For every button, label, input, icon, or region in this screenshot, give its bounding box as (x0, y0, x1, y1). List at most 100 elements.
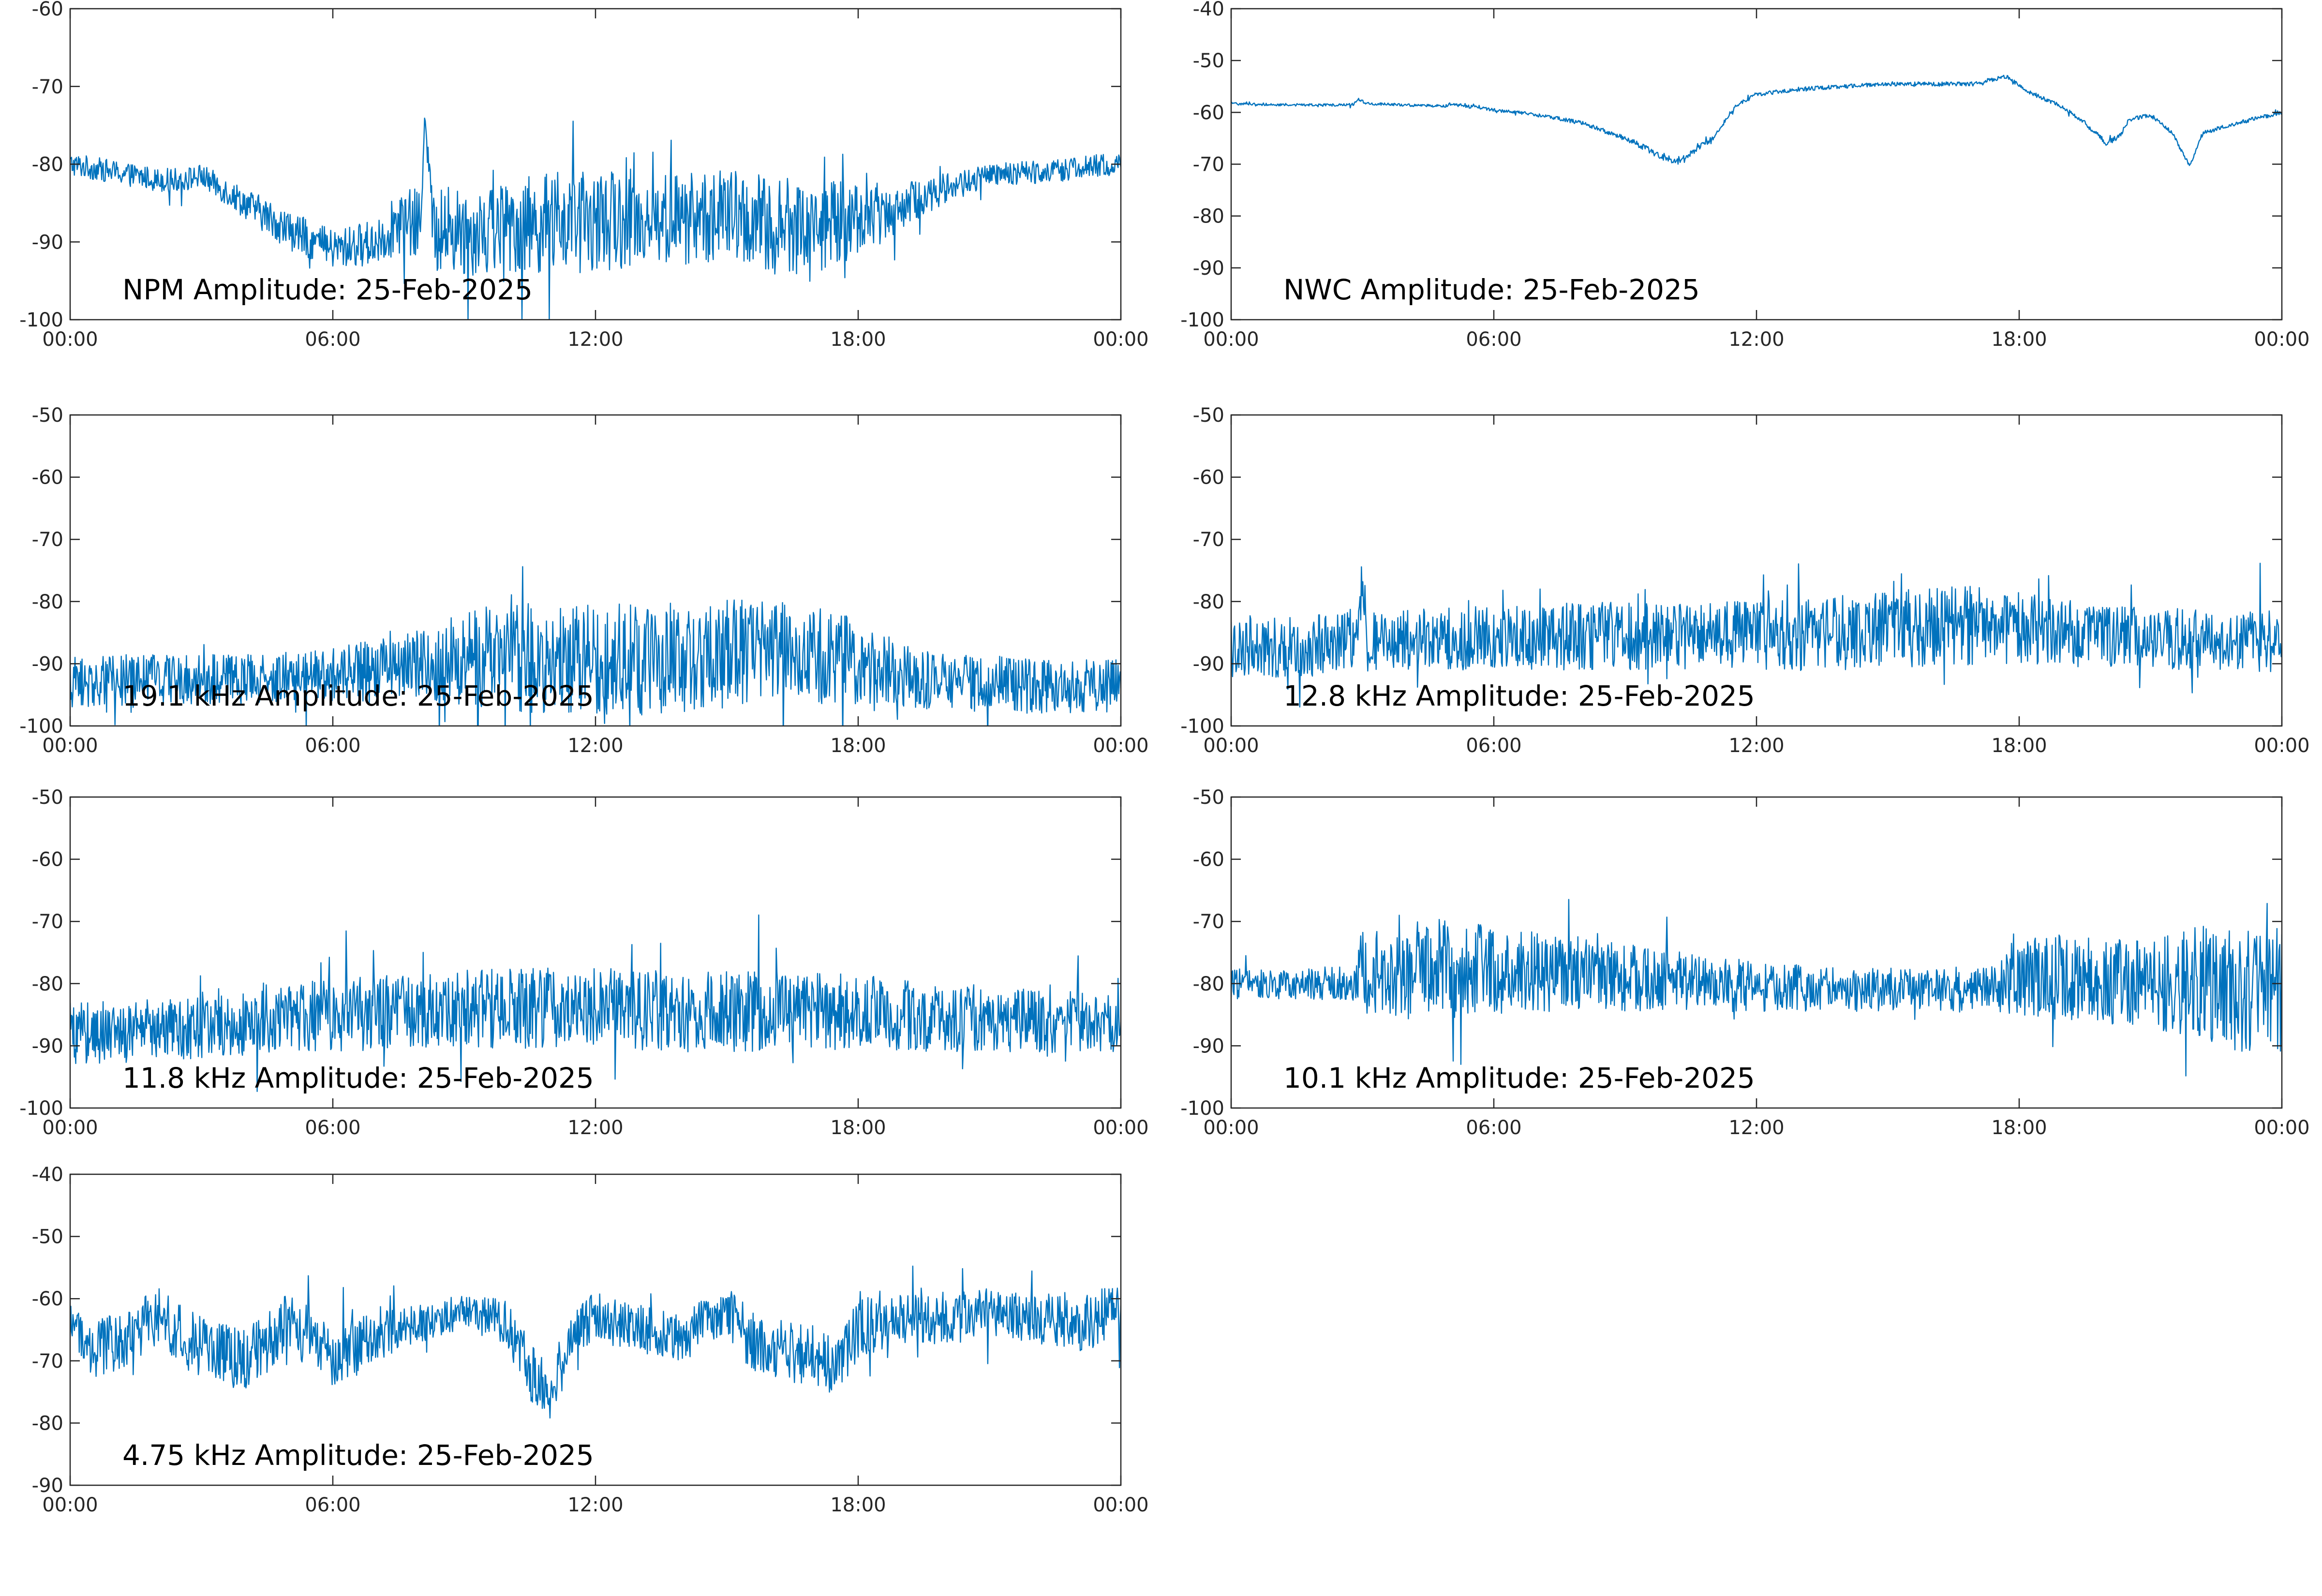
y-tick-label: -60 (1193, 102, 1224, 124)
x-tick-label: 00:00 (1093, 1494, 1148, 1516)
x-tick-label: 12:00 (567, 735, 623, 757)
chart-svg: 00:00 06:00 12:00 18:00 00:00 -50 -60 -70 -80 -90… (19, 404, 1148, 757)
y-tick-label: -80 (32, 973, 63, 995)
y-tick-label: -100 (1180, 715, 1224, 738)
y-tick-label: -60 (1193, 467, 1224, 489)
x-tick-label: 12:00 (567, 328, 623, 351)
x-tick-label: 00:00 (1093, 735, 1148, 757)
y-tick-label: -50 (1193, 50, 1224, 72)
y-tick-label: -40 (32, 1164, 63, 1186)
panel-title-4-75-khz-amplitude-25-feb-2025: 4.75 kHz Amplitude: 25-Feb-2025 (122, 1439, 594, 1472)
11-8-khz-amplitude-panel: 00:00 06:00 12:00 18:00 00:00 -50 -60 -70 -80 -90… (0, 786, 1161, 1139)
y-tick-label: -50 (1193, 786, 1224, 809)
x-tick-label: 06:00 (305, 328, 360, 351)
npm-amplitude-panel: 00:00 06:00 12:00 18:00 00:00 -60 -70 -80 -90 -10… (0, 0, 1161, 351)
x-tick-label: 00:00 (1203, 328, 1259, 351)
x-tick-label: 12:00 (567, 1117, 623, 1139)
y-tick-label: -50 (32, 1226, 63, 1248)
chart-svg: 00:00 06:00 12:00 18:00 00:00 -50 -60 -70 -80 -90… (1180, 404, 2309, 757)
chart-svg: 00:00 06:00 12:00 18:00 00:00 -60 -70 -80 -90 -10… (19, 0, 1148, 351)
x-tick-label: 06:00 (1466, 1117, 1521, 1139)
x-tick-label: 18:00 (1991, 735, 2047, 757)
x-tick-label: 00:00 (2254, 328, 2309, 351)
x-tick-label: 00:00 (1203, 735, 1259, 757)
y-tick-label: -80 (32, 591, 63, 613)
y-tick-label: -90 (1193, 653, 1224, 675)
x-tick-label: 00:00 (2254, 735, 2309, 757)
x-tick-label: 00:00 (2254, 1117, 2309, 1139)
x-tick-label: 06:00 (1466, 328, 1521, 351)
panel-title-10-1-khz-amplitude-25-feb-2025: 10.1 kHz Amplitude: 25-Feb-2025 (1283, 1062, 1755, 1094)
19-1-khz-amplitude-panel: 00:00 06:00 12:00 18:00 00:00 -50 -60 -70 -80 -90… (0, 404, 1161, 757)
y-tick-label: -90 (1193, 257, 1224, 280)
x-tick-label: 06:00 (305, 1494, 360, 1516)
y-tick-label: -60 (32, 467, 63, 489)
4-75-khz-amplitude-panel: 00:00 06:00 12:00 18:00 00:00 -40 -50 -60 -70 -80… (0, 1164, 1161, 1516)
y-tick-label: -90 (32, 1475, 63, 1497)
x-tick-label: 12:00 (1728, 1117, 1784, 1139)
10-1-khz-amplitude-panel: 00:00 06:00 12:00 18:00 00:00 -50 -60 -70 -80 -90… (1161, 786, 2322, 1139)
y-tick-label: -80 (1193, 973, 1224, 995)
12-8-khz-amplitude-panel: 00:00 06:00 12:00 18:00 00:00 -50 -60 -70 -80 -90… (1161, 404, 2322, 757)
y-tick-label: -100 (19, 1097, 63, 1120)
x-tick-label: 18:00 (830, 1117, 886, 1139)
y-tick-label: -70 (32, 76, 63, 98)
x-tick-label: 18:00 (830, 1494, 886, 1516)
series-line (1231, 899, 2282, 1077)
y-tick-label: -80 (1193, 591, 1224, 613)
x-tick-label: 12:00 (1728, 735, 1784, 757)
x-tick-label: 00:00 (1093, 1117, 1148, 1139)
y-tick-label: -90 (32, 1035, 63, 1057)
y-tick-label: -60 (1193, 849, 1224, 871)
x-tick-label: 18:00 (830, 328, 886, 351)
x-tick-label: 06:00 (305, 1117, 360, 1139)
x-tick-label: 00:00 (42, 1494, 98, 1516)
x-tick-label: 00:00 (42, 1117, 98, 1139)
y-tick-label: -100 (1180, 309, 1224, 331)
y-tick-label: -70 (1193, 529, 1224, 551)
panel-title-19-1-khz-amplitude-25-feb-2025: 19.1 kHz Amplitude: 25-Feb-2025 (122, 680, 594, 712)
series-line (1231, 562, 2282, 708)
y-tick-label: -70 (32, 911, 63, 933)
y-tick-label: -70 (1193, 911, 1224, 933)
chart-svg: 00:00 06:00 12:00 18:00 00:00 -40 -50 -60 -70 -80… (32, 1164, 1149, 1516)
series-line (70, 914, 1121, 1092)
y-tick-label: -40 (1193, 0, 1224, 20)
x-tick-label: 06:00 (305, 735, 360, 757)
y-tick-label: -70 (32, 1350, 63, 1373)
panel-title-12-8-khz-amplitude-25-feb-2025: 12.8 kHz Amplitude: 25-Feb-2025 (1283, 680, 1755, 712)
x-tick-label: 18:00 (1991, 1117, 2047, 1139)
y-tick-label: -100 (1180, 1097, 1224, 1120)
x-tick-label: 12:00 (567, 1494, 623, 1516)
y-tick-label: -60 (32, 849, 63, 871)
y-tick-label: -60 (32, 1288, 63, 1310)
x-tick-label: 18:00 (1991, 328, 2047, 351)
y-tick-label: -70 (1193, 154, 1224, 176)
series-line (70, 118, 1121, 320)
y-tick-label: -100 (19, 715, 63, 738)
chart-svg: 00:00 06:00 12:00 18:00 00:00 -50 -60 -70 -80 -90… (19, 786, 1148, 1139)
x-tick-label: 18:00 (830, 735, 886, 757)
chart-svg: 00:00 06:00 12:00 18:00 00:00 -50 -60 -70 -80 -90… (1180, 786, 2309, 1139)
x-tick-label: 00:00 (42, 735, 98, 757)
y-tick-label: -50 (1193, 404, 1224, 427)
x-tick-label: 12:00 (1728, 328, 1784, 351)
y-tick-label: -60 (32, 0, 63, 20)
y-tick-label: -80 (1193, 206, 1224, 228)
y-tick-label: -80 (32, 154, 63, 176)
x-tick-label: 06:00 (1466, 735, 1521, 757)
y-tick-label: -90 (1193, 1035, 1224, 1057)
y-tick-label: -80 (32, 1412, 63, 1434)
y-tick-label: -90 (32, 653, 63, 675)
x-tick-label: 00:00 (1093, 328, 1148, 351)
panel-title-npm-amplitude-25-feb-2025: NPM Amplitude: 25-Feb-2025 (122, 273, 533, 306)
chart-svg: 00:00 06:00 12:00 18:00 00:00 -40 -50 -60 -70 -80… (1180, 0, 2309, 351)
y-tick-label: -90 (32, 231, 63, 253)
x-tick-label: 00:00 (42, 328, 98, 351)
y-tick-label: -70 (32, 529, 63, 551)
panel-title-11-8-khz-amplitude-25-feb-2025: 11.8 kHz Amplitude: 25-Feb-2025 (122, 1062, 594, 1094)
x-tick-label: 00:00 (1203, 1117, 1259, 1139)
panel-title-nwc-amplitude-25-feb-2025: NWC Amplitude: 25-Feb-2025 (1283, 273, 1700, 306)
series-line (1231, 74, 2282, 166)
